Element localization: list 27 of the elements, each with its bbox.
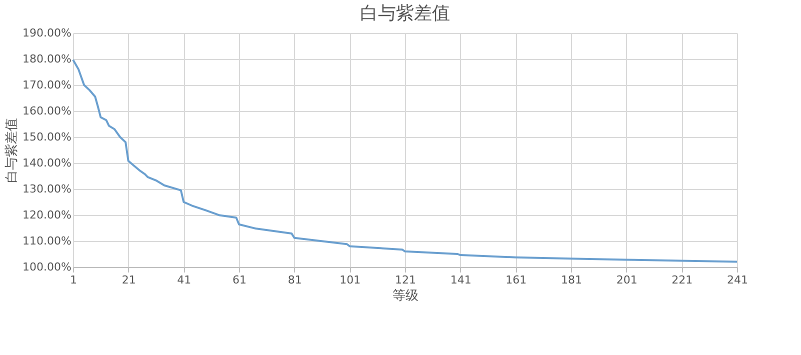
y-tick-label: 150.00%: [22, 130, 72, 144]
x-tick-label: 21: [122, 274, 136, 286]
x-tick-label: 141: [450, 274, 472, 286]
chart-title: 白与紫差值: [360, 3, 450, 24]
x-tick-label: 221: [672, 274, 693, 286]
y-tick-label: 140.00%: [22, 156, 72, 170]
y-tick-label: 110.00%: [22, 234, 72, 248]
x-tick-label: 61: [232, 274, 246, 286]
y-tick-label: 160.00%: [22, 104, 72, 118]
y-tick-label: 170.00%: [22, 78, 72, 92]
y-tick-label: 190.00%: [22, 26, 72, 40]
x-axis-title: 等级: [392, 288, 418, 304]
x-tick-label: 161: [506, 274, 527, 286]
x-tick-label: 121: [395, 274, 416, 286]
x-tick-label: 241: [727, 274, 748, 286]
x-tick-label: 41: [177, 274, 192, 286]
x-tick-label: 101: [340, 274, 361, 286]
x-tick-label: 201: [616, 274, 638, 286]
x-tick-label: 1: [70, 274, 77, 286]
y-tick-label: 130.00%: [22, 182, 72, 196]
y-tick-label: 120.00%: [22, 208, 72, 222]
y-tick-label: 180.00%: [22, 52, 72, 66]
y-axis-title: 白与紫差值: [4, 118, 20, 183]
line-series: [72, 58, 738, 263]
x-tick-label: 181: [561, 274, 582, 286]
x-tick-label: 81: [288, 274, 302, 286]
y-tick-label: 100.00%: [22, 260, 72, 274]
